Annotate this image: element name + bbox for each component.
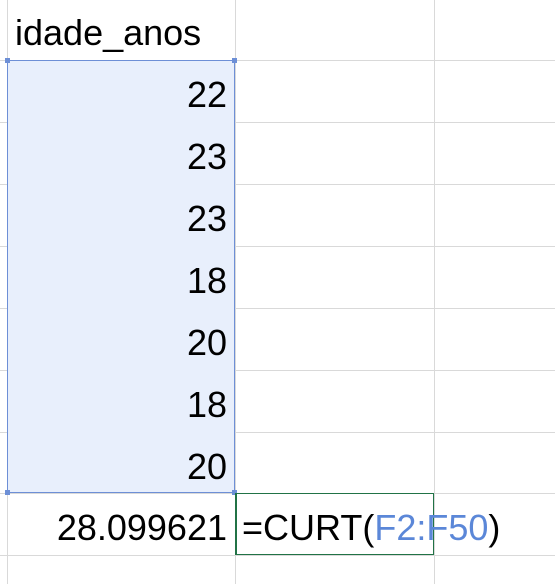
range-handle-bottom-left[interactable] [5,490,10,495]
data-cell[interactable]: 20 [186,322,227,363]
range-handle-top-left[interactable] [5,58,10,63]
row-gridline [0,122,555,123]
row-gridline [0,184,555,185]
formula-prefix: =CURT( [242,507,375,548]
range-handle-bottom-right[interactable] [232,490,237,495]
row-gridline [0,308,555,309]
data-cell[interactable]: 23 [186,136,227,177]
data-cell[interactable]: 18 [186,384,227,425]
referenced-range-highlight [7,60,235,493]
row-gridline [0,60,555,61]
data-cell[interactable]: 23 [186,198,227,239]
row-gridline [0,370,555,371]
formula-editor[interactable]: =CURT(F2:F50) [242,510,500,546]
formula-range-reference: F2:F50 [374,507,489,548]
row-gridline [0,555,555,556]
data-cell[interactable]: 22 [186,74,227,115]
column-gridline [235,0,236,584]
result-cell[interactable]: 28.099621 [56,507,227,548]
range-handle-top-right[interactable] [232,58,237,63]
formula-suffix: ) [488,507,501,548]
column-header-cell[interactable]: idade_anos [15,12,202,53]
data-cell[interactable]: 20 [186,446,227,487]
row-gridline [0,246,555,247]
active-cell[interactable] [235,493,434,555]
data-cell[interactable]: 18 [186,260,227,301]
row-gridline [0,432,555,433]
column-gridline [434,0,435,584]
